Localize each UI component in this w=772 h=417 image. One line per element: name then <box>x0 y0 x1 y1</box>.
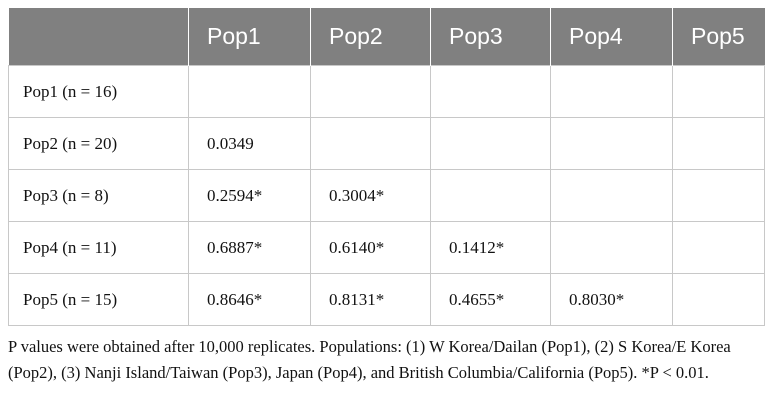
empty-cell <box>188 65 311 118</box>
value-cell: 0.8030* <box>550 273 673 326</box>
table-row: Pop4 (n = 11) 0.6887* 0.6140* 0.1412* <box>8 221 765 274</box>
table-row: Pop5 (n = 15) 0.8646* 0.8131* 0.4655* 0.8030… <box>8 273 765 326</box>
empty-cell <box>672 221 765 274</box>
empty-cell <box>672 169 765 222</box>
value-cell: 0.3004* <box>310 169 431 222</box>
column-header: Pop5 <box>672 8 765 66</box>
empty-cell <box>672 117 765 170</box>
column-header: Pop1 <box>188 8 311 66</box>
table-body: Pop1 (n = 16) Pop2 (n = 20) 0.0349 Pop3 (n … <box>8 65 765 326</box>
empty-cell <box>310 65 431 118</box>
value-cell: 0.8646* <box>188 273 311 326</box>
column-header: Pop3 <box>430 8 551 66</box>
empty-cell <box>550 221 673 274</box>
header-row: Pop1 Pop2 Pop3 Pop4 Pop5 <box>8 8 765 66</box>
empty-cell <box>550 169 673 222</box>
value-cell: 0.2594* <box>188 169 311 222</box>
row-label: Pop2 (n = 20) <box>8 117 189 170</box>
row-label: Pop5 (n = 15) <box>8 273 189 326</box>
empty-cell <box>430 169 551 222</box>
row-label: Pop3 (n = 8) <box>8 169 189 222</box>
value-cell: 0.6887* <box>188 221 311 274</box>
table-note: P values were obtained after 10,000 repl… <box>8 337 731 382</box>
data-table: Pop1 Pop2 Pop3 Pop4 Pop5 Pop1 (n = 16) Pop2 (… <box>8 8 765 326</box>
table-row: Pop3 (n = 8) 0.2594* 0.3004* <box>8 169 765 222</box>
value-cell: 0.0349 <box>188 117 311 170</box>
empty-cell <box>430 117 551 170</box>
row-label: Pop4 (n = 11) <box>8 221 189 274</box>
column-header: Pop4 <box>550 8 673 66</box>
table-row: Pop1 (n = 16) <box>8 65 765 118</box>
empty-cell <box>430 65 551 118</box>
empty-cell <box>550 117 673 170</box>
empty-cell <box>310 117 431 170</box>
column-header: Pop2 <box>310 8 431 66</box>
row-label: Pop1 (n = 16) <box>8 65 189 118</box>
table-container: Pop1 Pop2 Pop3 Pop4 Pop5 Pop1 (n = 16) Pop2 (… <box>8 8 765 386</box>
empty-cell <box>550 65 673 118</box>
value-cell: 0.6140* <box>310 221 431 274</box>
table-row: Pop2 (n = 20) 0.0349 <box>8 117 765 170</box>
empty-cell <box>672 65 765 118</box>
value-cell: 0.4655* <box>430 273 551 326</box>
value-cell: 0.1412* <box>430 221 551 274</box>
value-cell: 0.8131* <box>310 273 431 326</box>
empty-cell <box>672 273 765 326</box>
corner-cell <box>8 8 189 66</box>
